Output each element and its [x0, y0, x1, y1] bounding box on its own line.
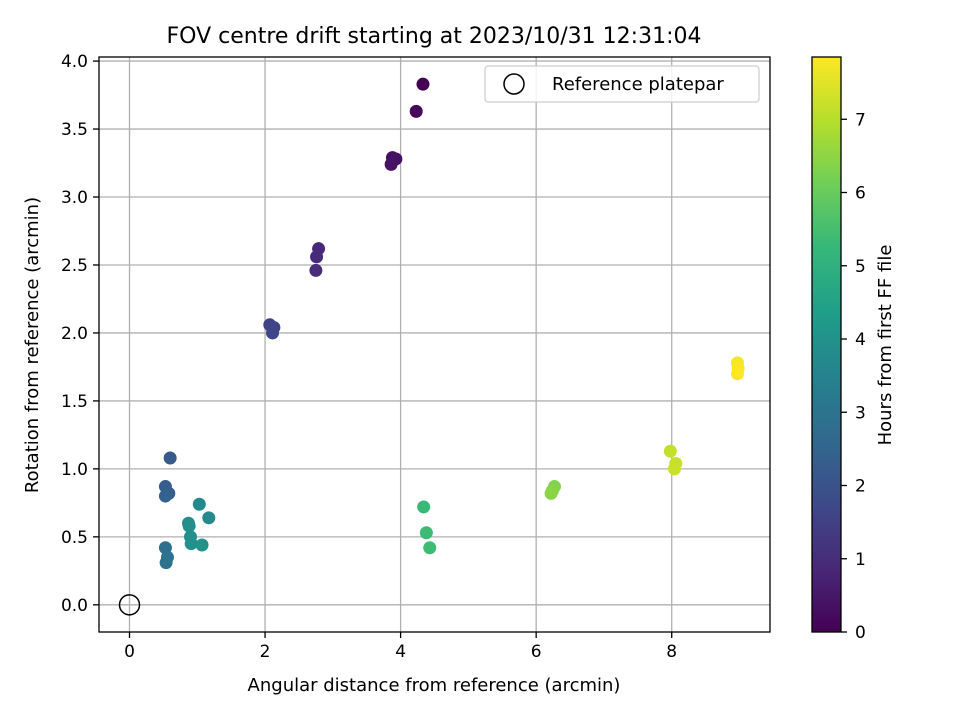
legend-box [484, 65, 760, 103]
data-point [184, 537, 198, 551]
x-axis-label: Angular distance from reference (arcmin) [248, 675, 621, 696]
y-tick-label: 3.0 [61, 188, 88, 208]
legend: Reference platepar [484, 65, 760, 103]
y-tick-label: 4.0 [61, 52, 88, 72]
grid [99, 57, 770, 632]
x-tick-label: 2 [260, 642, 271, 662]
y-tick-label: 2.0 [61, 324, 88, 344]
x-tick-label: 6 [531, 642, 542, 662]
y-tick-label: 1.0 [61, 460, 88, 480]
colorbar-label: Hours from first FF file [875, 245, 896, 446]
data-point [309, 263, 323, 277]
y-tick-label: 0.5 [61, 528, 88, 548]
data-point [409, 104, 423, 118]
data-point [163, 451, 177, 465]
data-point [159, 556, 173, 570]
legend-entry-reference-platepar: Reference platepar [552, 74, 724, 95]
x-tick-label: 0 [124, 642, 135, 662]
y-tick-label: 2.5 [61, 256, 88, 276]
colorbar-tick-label: 4 [855, 330, 866, 350]
chart-title: FOV centre drift starting at 2023/10/31 … [167, 24, 702, 49]
x-tick-label: 4 [395, 642, 406, 662]
data-point [266, 326, 280, 340]
data-point [423, 541, 437, 555]
colorbar: 0 1 2 3 4 5 6 7 Hours from first FF file [811, 56, 896, 643]
data-point [384, 157, 398, 171]
data-point [663, 444, 677, 458]
colorbar-tick-label: 6 [855, 184, 866, 204]
y-tick-label: 3.5 [61, 120, 88, 140]
reference-platepar-marker [118, 594, 141, 616]
y-tick-label: 0.0 [61, 596, 88, 616]
data-point [417, 500, 431, 514]
colorbar-tick-label: 7 [855, 110, 866, 130]
data-point [192, 497, 206, 511]
y-tick-label: 1.5 [61, 392, 88, 412]
data-point [667, 462, 681, 476]
x-tick-label: 8 [666, 642, 677, 662]
data-point [202, 511, 216, 525]
y-axis-label: Rotation from reference (arcmin) [22, 197, 43, 493]
data-point [310, 250, 324, 264]
colorbar-tick-label: 2 [855, 477, 866, 497]
colorbar-tick-label: 1 [855, 550, 866, 570]
data-points [118, 77, 745, 616]
x-axis-ticks: 0 2 4 6 8 [124, 632, 677, 662]
colorbar-frame [811, 56, 842, 633]
colorbar-gradient [812, 57, 841, 632]
y-axis-ticks: 0.0 0.5 1.0 1.5 2.0 2.5 3.0 3.5 4.0 [61, 52, 99, 616]
colorbar-tick-label: 3 [855, 403, 866, 423]
data-point [419, 526, 433, 540]
legend-marker [503, 73, 525, 95]
data-point [158, 489, 172, 503]
plot-frame [98, 56, 771, 633]
colorbar-tick-label: 0 [855, 623, 866, 643]
data-point [182, 519, 196, 533]
data-point [416, 77, 430, 91]
data-point [544, 486, 558, 500]
data-point [730, 367, 744, 381]
colorbar-tick-label: 5 [855, 257, 866, 277]
colorbar-ticks: 0 1 2 3 4 5 6 7 [841, 110, 866, 643]
data-point [195, 538, 209, 552]
